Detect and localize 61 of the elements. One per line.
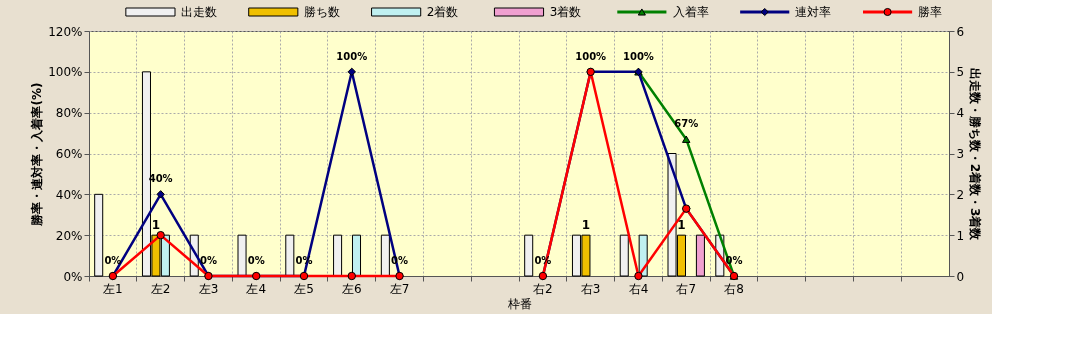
bar [237,234,247,277]
data-label: 1 [151,218,161,233]
y-tick-label: 0% [63,269,83,284]
annotation: 0% [199,255,217,266]
data-label: 1 [677,218,686,233]
bar [351,234,362,277]
y2-axis-title: 出走数・勝ち数・2着数・3着数 [968,67,983,242]
x-tick-label: 右8 [724,281,744,296]
x-tick-label: 左5 [294,281,314,296]
x-tick-label: 左2 [150,281,171,296]
legend-label: 3着数 [549,5,582,19]
annotation: 0% [104,255,122,266]
bar [94,193,104,277]
legend-label: 2着数 [426,5,459,19]
legend-label: 勝率 [918,5,943,19]
annotation: 100% [622,50,654,62]
x-tick-label: 右7 [676,281,697,296]
y2-tick-label: 6 [956,24,965,39]
point [634,271,643,281]
x-tick-label: 右2 [533,281,553,296]
bar [333,234,343,277]
y-tick-label: 40% [55,187,83,202]
x-tick-label: 左4 [246,281,267,296]
x-axis-title: 枠番 [506,296,532,311]
x-tick-label: 左6 [341,281,362,296]
point [347,271,356,281]
legend-label: 入着率 [672,5,709,19]
x-tick-label: 左1 [103,281,123,296]
y2-tick-label: 5 [956,65,965,80]
x-tick-label: 右4 [628,281,649,296]
point [156,190,165,199]
y2-tick-label: 0 [956,269,965,284]
y2-tick-label: 1 [956,228,965,243]
x-tick-label: 右3 [580,281,601,296]
annotation: 0% [247,255,265,266]
y2-tick-label: 3 [956,147,965,161]
bar [695,234,705,277]
y-axis-title: 勝率・連対率・入着率(%) [30,82,45,227]
y-tick-label: 60% [55,147,83,161]
point [347,67,356,77]
legend-label: 勝ち数 [304,5,340,19]
annotation: 67% [674,118,699,130]
y-tick-label: 20% [55,228,83,243]
y-tick-label: 80% [55,106,83,121]
y-tick-label: 100% [48,65,83,80]
bar [524,234,534,277]
point [682,135,691,143]
data-label: 1 [581,218,591,233]
annotation: 100% [575,50,607,62]
y2-tick-label: 2 [956,187,965,202]
legend-label: 連対率 [795,5,832,19]
bar [619,234,629,277]
legend-label: 出走数 [181,5,218,19]
y-tick-label: 120% [48,24,83,39]
bar [285,234,295,277]
annotation: 100% [336,50,368,62]
bar [380,234,390,277]
y2-tick-label: 4 [956,106,965,121]
x-tick-label: 左3 [198,281,219,296]
x-tick-label: 左7 [389,281,410,296]
point [156,230,165,240]
